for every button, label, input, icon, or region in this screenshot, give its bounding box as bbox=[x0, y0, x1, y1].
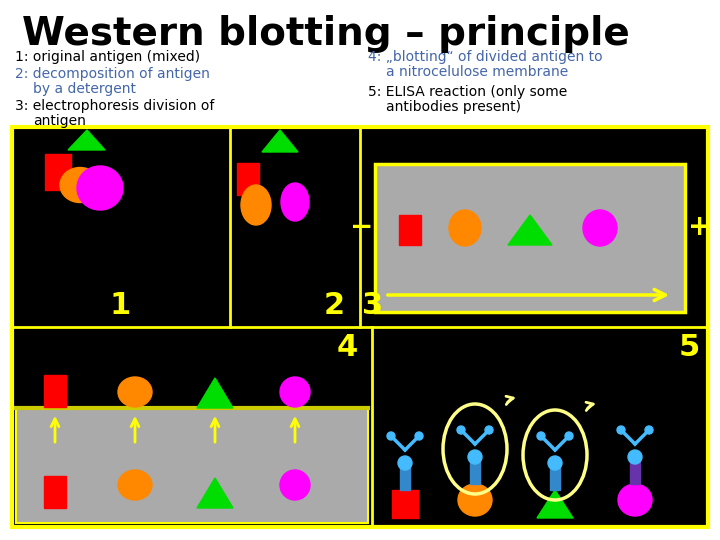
Bar bbox=[12, 127, 708, 527]
Circle shape bbox=[398, 456, 412, 470]
Ellipse shape bbox=[118, 470, 152, 500]
Text: a nitrocelulose membrane: a nitrocelulose membrane bbox=[386, 65, 568, 79]
Circle shape bbox=[628, 450, 642, 464]
Ellipse shape bbox=[280, 470, 310, 500]
Bar bbox=[400, 468, 410, 490]
Bar bbox=[45, 154, 71, 190]
Bar bbox=[630, 462, 640, 484]
Circle shape bbox=[617, 426, 625, 434]
Text: 3: electrophoresis division of: 3: electrophoresis division of bbox=[15, 99, 215, 113]
Ellipse shape bbox=[118, 377, 152, 407]
Text: by a detergent: by a detergent bbox=[33, 82, 136, 96]
Bar bbox=[44, 476, 66, 508]
Polygon shape bbox=[262, 130, 298, 152]
Polygon shape bbox=[68, 130, 105, 150]
Text: 2: 2 bbox=[324, 291, 345, 320]
Text: 5: 5 bbox=[679, 333, 700, 362]
Bar bbox=[237, 163, 259, 195]
Text: 1: 1 bbox=[109, 291, 130, 320]
Bar bbox=[392, 490, 418, 518]
Ellipse shape bbox=[618, 484, 652, 516]
Circle shape bbox=[387, 432, 395, 440]
Circle shape bbox=[415, 432, 423, 440]
Text: −: − bbox=[351, 213, 374, 241]
Circle shape bbox=[645, 426, 653, 434]
Circle shape bbox=[485, 426, 493, 434]
Ellipse shape bbox=[77, 166, 123, 210]
Ellipse shape bbox=[241, 185, 271, 225]
Text: antigen: antigen bbox=[33, 114, 86, 128]
Bar bbox=[470, 462, 480, 484]
Text: 1: original antigen (mixed): 1: original antigen (mixed) bbox=[15, 50, 200, 64]
Ellipse shape bbox=[60, 167, 100, 202]
Polygon shape bbox=[197, 478, 233, 508]
Polygon shape bbox=[197, 378, 233, 408]
Text: Western blotting – principle: Western blotting – principle bbox=[22, 15, 630, 53]
Bar bbox=[550, 468, 560, 490]
Bar bbox=[375, 164, 685, 312]
Text: 5: ELISA reaction (only some: 5: ELISA reaction (only some bbox=[368, 85, 567, 99]
Bar bbox=[399, 215, 421, 245]
Text: antibodies present): antibodies present) bbox=[386, 100, 521, 114]
Polygon shape bbox=[508, 215, 552, 245]
Bar bbox=[44, 375, 66, 407]
Circle shape bbox=[537, 432, 545, 440]
Circle shape bbox=[548, 456, 562, 470]
Circle shape bbox=[565, 432, 573, 440]
Text: +: + bbox=[688, 213, 711, 241]
Text: 2: decomposition of antigen: 2: decomposition of antigen bbox=[15, 67, 210, 81]
Ellipse shape bbox=[458, 484, 492, 516]
Text: 4: „blotting“ of divided antigen to: 4: „blotting“ of divided antigen to bbox=[368, 50, 603, 64]
Text: 4: 4 bbox=[337, 333, 358, 362]
Polygon shape bbox=[537, 490, 573, 518]
Circle shape bbox=[457, 426, 465, 434]
Ellipse shape bbox=[280, 377, 310, 407]
Ellipse shape bbox=[449, 210, 481, 246]
Circle shape bbox=[468, 450, 482, 464]
Ellipse shape bbox=[281, 183, 309, 221]
Text: 3: 3 bbox=[362, 291, 383, 320]
Ellipse shape bbox=[583, 210, 617, 246]
Bar bbox=[16, 408, 368, 523]
